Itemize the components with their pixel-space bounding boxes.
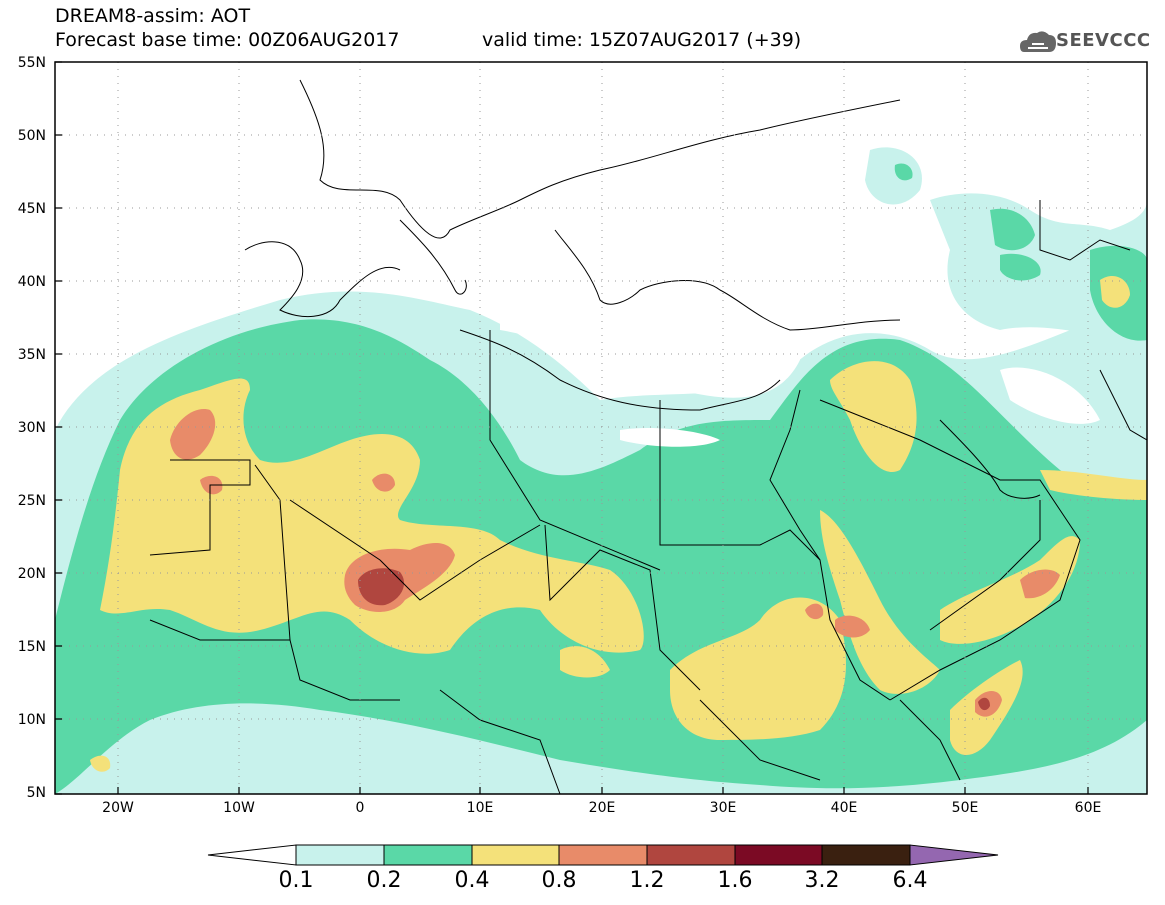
colorbar-upper-arrow	[909, 844, 999, 866]
colorbar-label: 0.8	[541, 868, 577, 893]
colorbar-label: 1.6	[717, 868, 753, 893]
lon-label: 40E	[830, 800, 858, 816]
borders	[149, 79, 1147, 794]
lat-label: 35N	[17, 347, 46, 363]
forecast-base-time: Forecast base time: 00Z06AUG2017	[55, 29, 400, 51]
lon-label: 20W	[102, 800, 134, 816]
lat-label: 30N	[17, 420, 46, 436]
colorbar-box-0.4	[471, 844, 560, 866]
valid-time: valid time: 15Z07AUG2017 (+39)	[482, 29, 802, 51]
colorbar	[207, 844, 999, 866]
lat-label: 15N	[17, 639, 46, 655]
aot-1.2-region	[358, 568, 990, 711]
colorbar-lower-arrow	[207, 844, 297, 866]
colorbar-box-0.8	[558, 844, 648, 866]
colorbar-label: 6.4	[892, 868, 928, 893]
logo-text: SEEVCCC	[1056, 30, 1151, 51]
map-title: DREAM8-assim: AOT	[55, 5, 251, 27]
colorbar-box-1.2	[646, 844, 736, 866]
lon-label: 10W	[223, 800, 255, 816]
lon-label: 0	[355, 800, 365, 816]
lon-label: 20E	[588, 800, 616, 816]
cloud-icon	[1020, 31, 1056, 52]
lat-label: 20N	[17, 566, 46, 582]
colorbar-label: 0.2	[366, 868, 402, 893]
colorbar-box-0.1	[295, 844, 385, 866]
lat-label: 45N	[17, 201, 46, 217]
lon-label: 10E	[466, 800, 494, 816]
lat-label: 55N	[17, 55, 46, 71]
colorbar-label: 1.2	[629, 868, 665, 893]
grid	[55, 62, 1147, 794]
lat-label: 40N	[17, 274, 46, 290]
lat-label: 25N	[17, 493, 46, 509]
colorbar-label: 3.2	[804, 868, 840, 893]
aot-low-region	[500, 300, 1100, 447]
axis-ticks	[55, 61, 1089, 795]
colorbar-box-1.6	[734, 844, 823, 866]
map-frame	[54, 61, 1148, 795]
lat-label: 5N	[26, 785, 46, 801]
colorbar-label: 0.1	[278, 868, 314, 893]
lon-label: 30E	[709, 800, 737, 816]
lat-label: 10N	[17, 712, 46, 728]
colorbar-label: 0.4	[454, 868, 490, 893]
colorbar-box-0.2	[383, 844, 473, 866]
lat-label: 50N	[17, 128, 46, 144]
lon-label: 60E	[1074, 800, 1102, 816]
lon-label: 50E	[951, 800, 979, 816]
aot-0.4-region	[90, 275, 1147, 772]
colorbar-box-3.2	[821, 844, 911, 866]
